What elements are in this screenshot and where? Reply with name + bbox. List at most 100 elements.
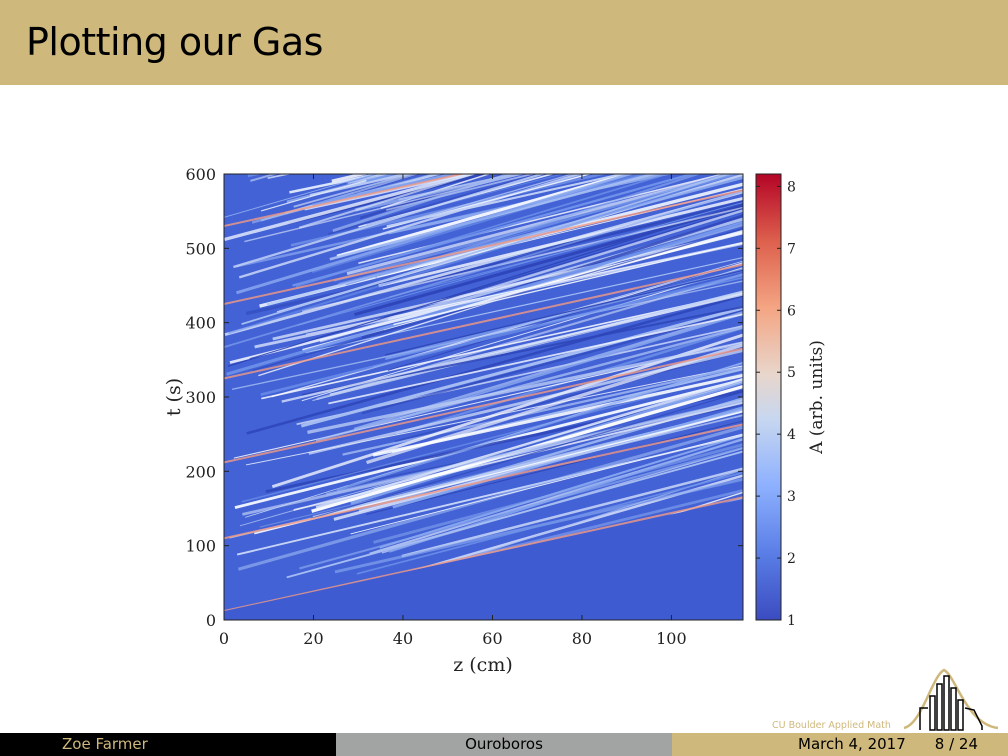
heatmap-streak [300,306,743,428]
heatmap-streak [366,174,400,183]
colorbar-tick-label: 4 [787,427,796,443]
heatmap-streak [357,174,463,196]
heatmap-streak [247,16,743,148]
heatmap-streak [329,174,659,261]
footer-author: Zoe Farmer [62,735,148,753]
colorbar-tick-label: 8 [787,179,796,195]
heatmap-streak [385,269,743,356]
x-tick-label: 80 [572,629,592,648]
heatmap-streak [297,202,743,326]
low-amplitude-region [224,498,743,620]
heatmap-streak [351,59,743,157]
y-axis: 0 100 200 300 400 500 600 [185,165,743,630]
heatmap-streak [260,273,743,397]
colorbar-label: A (arb. units) [807,340,827,455]
heatmap-streak [241,174,734,325]
plot-area [223,16,744,717]
heatmap-streak [250,174,279,182]
heatmap-streak [350,433,743,535]
heatmap-streak [308,349,743,455]
x-tick-label: 60 [482,629,502,648]
slide-title: Plotting our Gas [26,20,323,64]
heatmap-streak [280,174,282,175]
heatmap-streak [329,40,743,151]
heatmap-streak [331,174,370,183]
y-tick-label: 100 [185,537,216,556]
heatmap-peak-streak [224,263,743,380]
y-tick-label: 0 [206,611,216,630]
colorbar-tick-label: 2 [787,551,796,567]
heatmap-streak [323,33,743,155]
heatmap-streak [328,313,743,405]
heatmap-streak [345,174,380,184]
heatmap-streak [387,209,743,321]
heatmap-streak [398,174,521,201]
slide-header: Plotting our Gas [0,0,1008,85]
heatmap-streak [342,50,743,167]
heatmap-streak [281,293,743,403]
heatmap-peak-streak [224,189,743,306]
heatmap-streak [249,208,743,360]
footer-page-number: 8 / 24 [934,735,978,753]
heatmap-streak [325,399,743,496]
heatmap-streak [301,206,743,313]
y-tick-label: 200 [185,462,216,481]
heatmap-peak-streak [224,423,743,540]
heatmap-streak [224,174,477,242]
heatmap-streak [256,174,258,175]
heatmap-streak [256,20,743,170]
cu-applied-math-logo-icon [903,668,999,731]
colorbar: 1 2 3 4 5 6 7 8 A (arb. units) [755,173,827,629]
heatmap-peak-streak [224,496,743,613]
heatmap-streak [356,471,743,575]
heatmap-streak [387,261,743,371]
heatmap-streak [402,62,743,167]
heatmap-streak [235,174,661,268]
heatmap-streak [224,190,743,348]
heatmap-streak [360,71,743,148]
colorbar-tick-label: 7 [787,241,796,257]
heatmap-peak-streak [224,347,743,464]
heatmap-streak [395,326,743,436]
heatmap-streak [292,174,696,287]
heatmap-streak [356,45,743,163]
footer-date-box: March 4, 2017 8 / 24 [672,733,1008,756]
heatmap-streak [270,46,743,152]
heatmap-streak [261,292,743,400]
heatmap-streak [339,49,743,164]
heatmap-streaks [224,16,743,717]
heatmap-streak [224,174,375,218]
colorbar-ticks: 1 2 3 4 5 6 7 8 [756,179,796,629]
heatmap-streak [305,256,743,354]
heatmap-streak [255,174,260,176]
colorbar-tick-label: 5 [787,365,796,381]
heatmap-streak [335,53,743,140]
footer-author-box: Zoe Farmer [0,733,336,756]
heatmap-streak [386,174,627,228]
colorbar-tick-label: 3 [787,489,796,505]
heatmap-streak [393,241,743,326]
x-axis-label: z (cm) [453,654,513,676]
heatmap-streak [298,174,477,229]
heatmap-streak [354,205,743,316]
heatmap-streak [287,174,491,225]
heatmap-streak [348,636,743,717]
x-tick-label: 0 [219,629,229,648]
logo-text: CU Boulder Applied Math [772,720,891,731]
heatmap-peak-streak [224,174,466,228]
heatmap-streak [401,467,743,558]
heatmap-streak [380,174,492,210]
heatmap-streak [382,59,743,171]
heatmap-streak [347,174,396,184]
y-tick-label: 600 [185,165,216,184]
heatmap-streak [366,420,743,516]
heatmap-streak [342,365,743,456]
x-tick-label: 100 [656,629,687,648]
heatmap-streak [228,174,739,335]
heatmap-streak [359,174,511,220]
heatmap-streak [357,42,743,134]
heatmap-streak [260,174,420,222]
heatmap-streak [307,341,743,435]
heatmap-streak [315,326,743,442]
